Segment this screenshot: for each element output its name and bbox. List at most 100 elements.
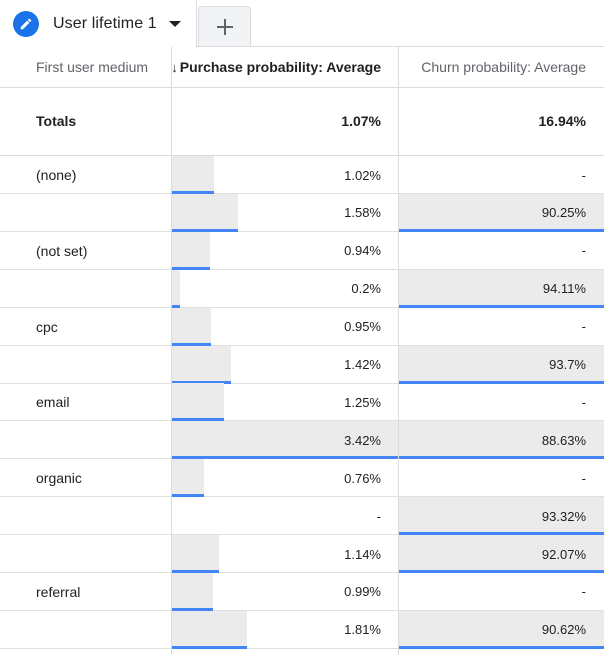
table-row[interactable]: organic 0.76% - (0, 459, 604, 498)
table-row[interactable]: 1.58% 90.25% (0, 193, 604, 232)
row-label: (none) (36, 167, 77, 183)
purchase-probability-value: 0.2% (351, 281, 381, 297)
churn-probability-bar (399, 497, 604, 536)
purchase-probability-bar (172, 535, 398, 573)
purchase-probability-bar (172, 421, 398, 460)
bar-underline (399, 380, 604, 384)
column-header-label: First user medium (36, 59, 149, 75)
table-row[interactable]: 1.14% 92.07% (0, 535, 604, 573)
churn-probability-bar (399, 610, 604, 649)
bar-underline (399, 456, 604, 460)
purchase-probability-value: 1.81% (344, 622, 381, 638)
bar-fill (399, 497, 604, 533)
caret-down-icon[interactable] (168, 21, 181, 27)
bar-underline (172, 342, 211, 346)
pencil-icon[interactable] (13, 11, 39, 37)
totals-row: Totals 1.07% 16.94% (0, 87, 604, 156)
purchase-probability-bar (172, 610, 398, 649)
bar-underline (172, 494, 204, 498)
table-row[interactable]: cpc 0.95% - (0, 307, 604, 346)
tab-label: User lifetime 1 (53, 15, 157, 32)
churn-probability-value: 92.07% (541, 546, 586, 562)
bar-fill (172, 231, 210, 267)
add-tab-button[interactable] (198, 6, 251, 47)
churn-probability-bar (399, 345, 604, 384)
churn-probability-value: 90.62% (541, 622, 586, 638)
bar-fill (172, 572, 213, 608)
bar-underline (172, 304, 180, 308)
bar-underline (172, 380, 231, 384)
purchase-probability-value: - (376, 508, 381, 524)
tab-user-lifetime[interactable]: User lifetime 1 (0, 0, 197, 48)
bar-fill (172, 421, 398, 457)
table-row[interactable]: 1.81% 90.62% (0, 610, 604, 649)
purchase-probability-bar (172, 307, 398, 346)
churn-probability-value: - (581, 319, 586, 335)
bar-underline (399, 645, 604, 649)
row-label: organic (36, 470, 82, 487)
churn-probability-bar (399, 535, 604, 573)
bar-underline (172, 418, 224, 422)
bar-fill (399, 535, 604, 570)
bar-fill (399, 610, 604, 646)
purchase-probability-bar (172, 156, 398, 194)
sort-descending-icon: ↓ (171, 59, 178, 75)
bar-fill (172, 156, 214, 191)
purchase-probability-value: 3.42% (344, 432, 381, 448)
bar-underline (399, 304, 604, 308)
bar-fill (172, 269, 180, 305)
column-divider (398, 47, 399, 655)
purchase-probability-value: 1.14% (344, 546, 381, 562)
bar-underline (172, 228, 238, 232)
tab-bar: User lifetime 1 (0, 0, 604, 48)
bar-underline (172, 456, 398, 460)
purchase-probability-value: 0.76% (344, 470, 381, 486)
bar-underline (399, 228, 604, 232)
purchase-probability-bar (172, 383, 398, 422)
churn-probability-value: 93.32% (541, 508, 586, 524)
bar-fill (172, 535, 219, 570)
table-row[interactable]: 1.42% 93.7% (0, 345, 604, 384)
plus-icon (216, 19, 233, 35)
table-header: First user medium ↓ Purchase probability… (0, 47, 604, 88)
totals-label: Totals (36, 113, 77, 129)
bar-underline (172, 266, 210, 270)
column-divider (171, 47, 172, 655)
purchase-probability-value: 0.94% (344, 243, 381, 259)
churn-probability-bar (399, 193, 604, 232)
table-row[interactable]: 0.2% 94.11% (0, 269, 604, 308)
table-row[interactable]: - 93.32% (0, 497, 604, 536)
churn-probability-bar (399, 421, 604, 460)
churn-probability-value: 90.25% (541, 205, 586, 221)
row-label: (not set) (36, 242, 88, 259)
table-row[interactable]: email 1.25% - (0, 383, 604, 422)
bar-underline (172, 570, 219, 573)
totals-churn-probability: 16.94% (538, 113, 586, 129)
totals-purchase-probability: 1.07% (341, 113, 381, 129)
bar-fill (172, 307, 211, 343)
purchase-probability-bar (172, 269, 398, 308)
table-row[interactable]: (none) 1.02% - (0, 156, 604, 194)
bar-fill (172, 610, 247, 646)
bar-underline (172, 191, 214, 194)
purchase-probability-value: 1.58% (344, 205, 381, 221)
column-header-purchase-probability[interactable]: ↓ Purchase probability: Average (171, 47, 398, 87)
purchase-probability-value: 0.95% (344, 319, 381, 335)
column-header-label: Churn probability: Average (421, 59, 586, 75)
column-header-first-user-medium[interactable]: First user medium (0, 47, 171, 87)
table-row[interactable]: 3.42% 88.63% (0, 421, 604, 460)
churn-probability-value: - (581, 243, 586, 259)
column-header-label: Purchase probability: Average (179, 59, 381, 75)
column-header-churn-probability[interactable]: Churn probability: Average (398, 47, 604, 87)
bar-fill (399, 269, 604, 305)
purchase-probability-bar (172, 572, 398, 611)
table-row[interactable]: (not set) 0.94% - (0, 231, 604, 270)
tab-divider (197, 46, 604, 47)
purchase-probability-value: 0.99% (344, 584, 381, 600)
bar-fill (172, 383, 224, 419)
row-label: cpc (36, 318, 58, 335)
churn-probability-value: 88.63% (541, 432, 586, 448)
bar-fill (399, 193, 604, 229)
churn-probability-value: 94.11% (542, 281, 586, 297)
table-row[interactable]: referral 0.99% - (0, 572, 604, 611)
